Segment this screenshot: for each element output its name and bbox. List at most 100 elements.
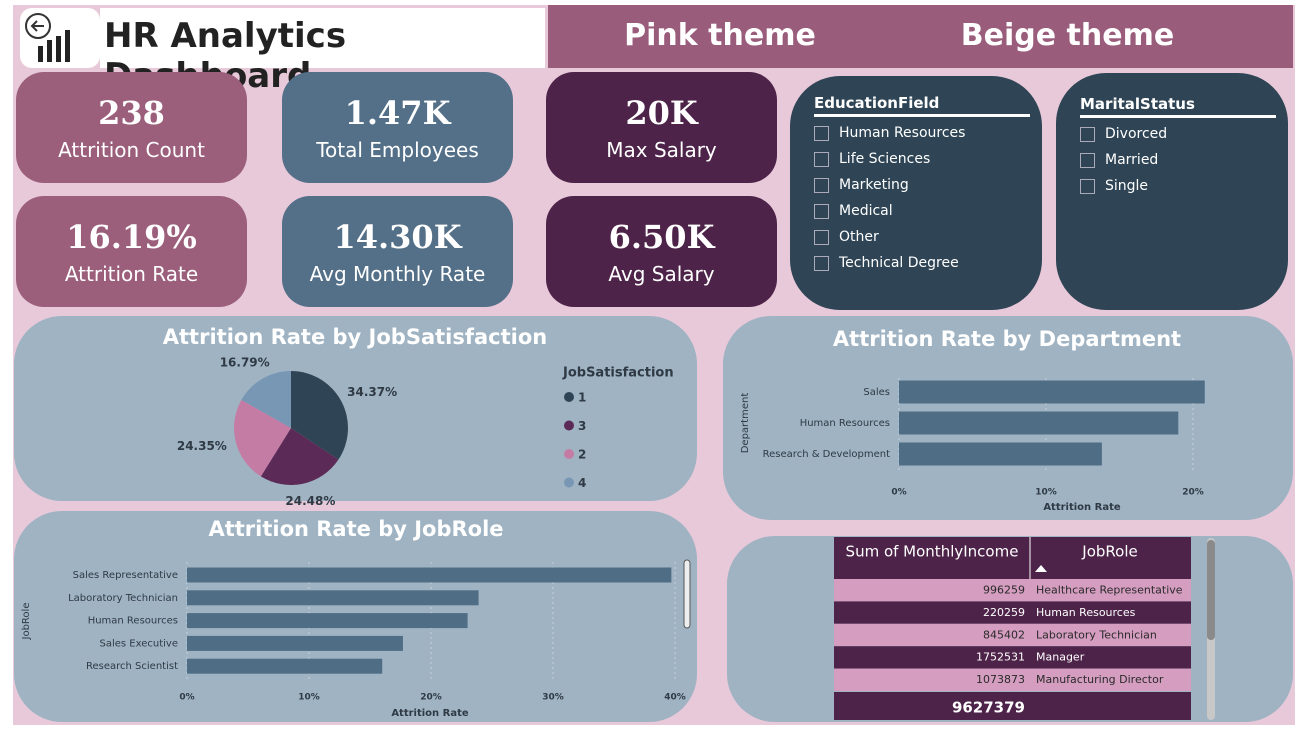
slicer-option[interactable]: Divorced — [1080, 126, 1288, 142]
table-row — [834, 668, 1191, 691]
checkbox[interactable] — [814, 151, 829, 167]
chart-title: Attrition Rate by JobSatisfaction — [163, 325, 547, 349]
y-tick-label: Human Resources — [88, 616, 178, 627]
y-tick-label: Laboratory Technician — [68, 593, 178, 604]
table-cell: 220259 — [983, 606, 1025, 619]
pie-slice — [260, 428, 339, 485]
y-tick-label: Sales — [863, 387, 890, 398]
kpi-card: 6.50K Avg Salary — [546, 196, 777, 307]
table-cell: Healthcare Representative — [1036, 584, 1183, 597]
y-tick-label: Human Resources — [800, 418, 890, 429]
data-label: 16.79% — [220, 356, 270, 370]
kpi-value: 14.30K — [333, 218, 462, 256]
pie-slice — [233, 399, 291, 477]
legend-marker — [564, 449, 574, 459]
slicer-option[interactable]: Single — [1080, 178, 1288, 194]
table-cell: 845402 — [983, 628, 1025, 641]
table-cell: Laboratory Technician — [1036, 628, 1157, 641]
option-label: Marketing — [839, 177, 909, 193]
table-total-value: 9627379 — [952, 699, 1025, 717]
checkbox[interactable] — [814, 125, 829, 141]
table-cell: 1752531 — [976, 651, 1025, 664]
checkbox[interactable] — [1080, 126, 1095, 142]
axis-title: Attrition Rate — [1043, 502, 1121, 513]
kpi-label: Max Salary — [606, 138, 717, 162]
x-tick-label: 10% — [298, 693, 320, 703]
axis-title: Attrition Rate — [391, 708, 469, 719]
bar — [187, 613, 468, 629]
data-label: 34.37% — [347, 385, 397, 399]
checkbox[interactable] — [814, 255, 829, 271]
legend-label: 3 — [578, 419, 586, 433]
checkbox[interactable] — [814, 229, 829, 245]
slicer-option[interactable]: Life Sciences — [814, 151, 1042, 167]
table-row — [834, 601, 1191, 624]
sort-icon — [1035, 565, 1047, 572]
kpi-value: 1.47K — [344, 94, 451, 132]
bar — [899, 380, 1205, 404]
chart-title: Attrition Rate by Department — [833, 327, 1181, 351]
table-row — [834, 646, 1191, 669]
bar — [187, 590, 479, 606]
table-cell: Human Resources — [1036, 606, 1136, 619]
legend-title: JobSatisfaction — [562, 366, 674, 381]
checkbox[interactable] — [814, 203, 829, 219]
kpi-card: 14.30K Avg Monthly Rate — [282, 196, 513, 307]
y-tick-label: Research Scientist — [86, 661, 178, 672]
kpi-label: Avg Salary — [608, 262, 715, 286]
pie-slice — [291, 371, 349, 460]
y-tick-label: Sales Representative — [73, 570, 178, 581]
slicer-option[interactable]: Medical — [814, 203, 1042, 219]
table-cell: Manufacturing Director — [1036, 673, 1164, 686]
axis-title: Department — [740, 393, 751, 454]
slicer-option[interactable]: Technical Degree — [814, 255, 1042, 271]
x-tick-label: 30% — [542, 693, 564, 703]
option-label: Married — [1105, 152, 1159, 168]
y-tick-label: Research & Development — [763, 449, 890, 460]
slicer-option[interactable]: Human Resources — [814, 125, 1042, 141]
slicer-option[interactable]: Marketing — [814, 177, 1042, 193]
kpi-value: 20K — [625, 94, 698, 132]
table-header — [834, 537, 1191, 579]
x-tick-label: 0% — [179, 693, 194, 703]
table-cell: Manager — [1036, 651, 1085, 664]
option-label: Single — [1105, 178, 1149, 194]
checkbox[interactable] — [814, 177, 829, 193]
legend-marker — [564, 392, 574, 402]
legend-label: 2 — [578, 448, 586, 462]
data-label: 24.48% — [285, 494, 335, 508]
kpi-label: Attrition Count — [58, 138, 205, 162]
theme-button[interactable]: Pink theme — [624, 18, 816, 53]
x-tick-label: 20% — [1182, 488, 1204, 498]
theme-button[interactable]: Beige theme — [960, 18, 1175, 53]
table-row — [834, 579, 1191, 602]
x-tick-label: 20% — [420, 693, 442, 703]
kpi-card: 20K Max Salary — [546, 72, 777, 183]
bar — [899, 411, 1179, 435]
kpi-value: 238 — [98, 94, 165, 132]
table-cell: 1073873 — [976, 673, 1025, 686]
chart-title: Attrition Rate by JobRole — [208, 517, 503, 541]
option-label: Human Resources — [839, 125, 966, 141]
chart-panel — [14, 316, 697, 501]
scrollbar — [683, 559, 691, 629]
kpi-value: 6.50K — [608, 218, 715, 256]
kpi-label: Total Employees — [316, 138, 479, 162]
legend-marker — [564, 477, 574, 488]
option-label: Life Sciences — [839, 151, 931, 167]
checkbox[interactable] — [1080, 152, 1095, 168]
option-label: Medical — [839, 203, 893, 219]
logo[interactable] — [20, 8, 100, 68]
column-header: JobRole — [1081, 543, 1137, 561]
scrollbar-thumb — [1207, 540, 1215, 640]
bar — [187, 635, 403, 651]
theme-bar — [548, 5, 1293, 68]
checkbox[interactable] — [1080, 178, 1095, 194]
x-tick-label: 0% — [891, 488, 906, 498]
kpi-card: 1.47K Total Employees — [282, 72, 513, 183]
slicer-option[interactable]: Married — [1080, 152, 1288, 168]
slicer-option[interactable]: Other — [814, 229, 1042, 245]
kpi-label: Avg Monthly Rate — [309, 262, 486, 286]
